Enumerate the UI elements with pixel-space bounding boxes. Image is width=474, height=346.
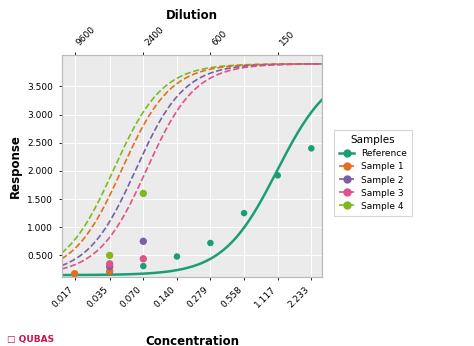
Point [274,173,282,178]
Point [71,272,78,277]
Point [139,238,147,244]
Point [106,270,113,275]
X-axis label: Concentration: Concentration [145,335,239,346]
Point [106,261,113,267]
Point [139,191,147,196]
Point [139,263,147,269]
Point [173,254,181,259]
X-axis label: Dilution: Dilution [166,9,218,22]
Y-axis label: Response: Response [9,134,22,198]
Text: □ QUBAS: □ QUBAS [7,335,54,344]
Point [71,271,78,276]
Point [106,253,113,258]
Legend: Reference, Sample 1, Sample 2, Sample 3, Sample 4: Reference, Sample 1, Sample 2, Sample 3,… [334,130,412,216]
Point [308,146,315,151]
Point [139,256,147,262]
Point [106,268,113,274]
Point [207,240,214,246]
Point [106,264,113,270]
Point [240,210,248,216]
